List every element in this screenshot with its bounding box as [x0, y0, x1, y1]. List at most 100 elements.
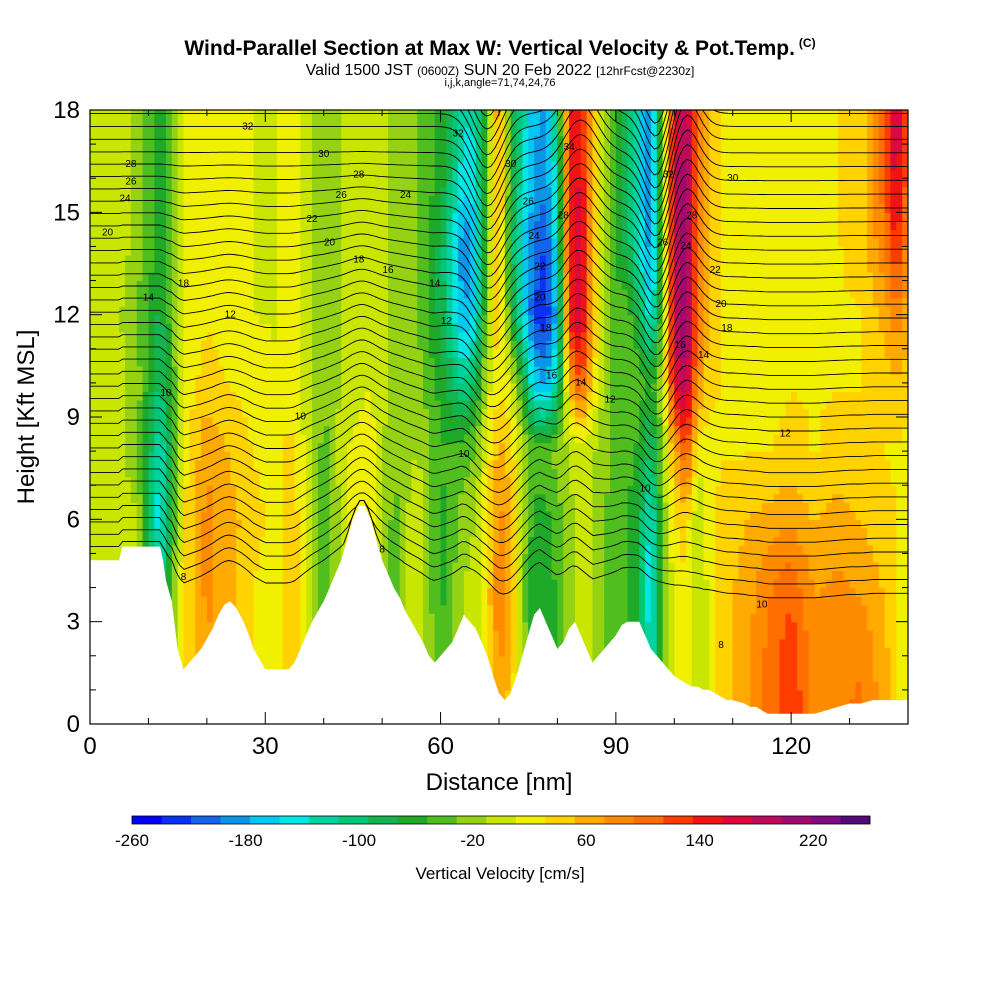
velocity-cell [539, 485, 547, 495]
velocity-cell [709, 630, 716, 640]
velocity-cell [165, 417, 173, 427]
velocity-cell [738, 527, 745, 537]
velocity-cell [113, 510, 120, 520]
velocity-cell [592, 621, 599, 631]
velocity-cell [709, 442, 716, 452]
velocity-cell [294, 536, 301, 546]
velocity-cell [306, 510, 313, 520]
velocity-cell [849, 459, 857, 469]
velocity-cell [335, 442, 342, 452]
velocity-cell [779, 587, 786, 597]
velocity-cell [884, 553, 892, 563]
velocity-cell [604, 417, 611, 427]
velocity-cell [662, 621, 670, 631]
velocity-cell [387, 434, 395, 444]
velocity-cell [142, 459, 150, 469]
velocity-cell [534, 553, 541, 563]
velocity-cell [837, 570, 845, 580]
velocity-cell [604, 561, 611, 572]
velocity-cell [247, 425, 255, 435]
velocity-cell [177, 638, 185, 648]
velocity-cell [516, 544, 523, 555]
velocity-cell [615, 553, 623, 563]
velocity-cell [294, 587, 301, 597]
velocity-cell [861, 604, 868, 614]
velocity-cell [557, 519, 564, 529]
velocity-cell [545, 425, 553, 435]
velocity-cell [545, 417, 553, 427]
velocity-cell [440, 485, 448, 495]
velocity-cell [715, 596, 722, 606]
velocity-cell [358, 493, 366, 503]
velocity-cell [481, 442, 488, 452]
velocity-cell [154, 485, 161, 495]
velocity-cell [183, 468, 190, 478]
velocity-cell [458, 510, 465, 520]
subtitle-date: SUN 20 Feb 2022 [463, 62, 592, 79]
velocity-cell [119, 425, 126, 435]
velocity-cell [458, 553, 465, 563]
velocity-cell [890, 596, 897, 606]
velocity-cell [165, 579, 173, 589]
velocity-cell [463, 510, 471, 520]
velocity-cell [288, 417, 296, 427]
velocity-cell [317, 485, 325, 495]
velocity-cell [323, 570, 331, 580]
velocity-cell [744, 561, 751, 572]
velocity-cell [837, 519, 845, 529]
velocity-cell [224, 579, 231, 589]
velocity-cell [428, 647, 436, 657]
velocity-cell [878, 459, 886, 469]
velocity-cell [306, 527, 313, 537]
velocity-cell [656, 442, 664, 452]
velocity-cell [504, 510, 512, 520]
velocity-cell [142, 536, 150, 546]
velocity-cell [697, 485, 705, 495]
velocity-cell [884, 459, 892, 469]
velocity-cell [791, 434, 798, 444]
velocity-cell [393, 561, 401, 572]
velocity-cell [814, 502, 821, 512]
velocity-cell [323, 417, 331, 427]
velocity-cell [668, 561, 675, 572]
velocity-cell [574, 570, 582, 580]
velocity-cell [721, 587, 728, 597]
velocity-cell [288, 655, 296, 665]
velocity-cell [294, 638, 301, 648]
velocity-cell [668, 485, 675, 495]
velocity-cell [750, 510, 757, 520]
velocity-cell [709, 647, 716, 657]
velocity-cell [463, 459, 471, 469]
velocity-cell [750, 536, 757, 546]
velocity-cell [218, 493, 225, 503]
velocity-cell [691, 604, 699, 614]
velocity-cell [598, 459, 605, 469]
velocity-cell [475, 485, 483, 495]
velocity-cell [265, 630, 272, 640]
velocity-cell [428, 536, 436, 546]
velocity-cell [271, 502, 278, 512]
velocity-cell [107, 434, 114, 444]
velocity-cell [861, 681, 868, 691]
velocity-cell [890, 425, 897, 435]
velocity-cell [767, 672, 775, 682]
velocity-cell [312, 579, 319, 589]
velocity-cell [645, 468, 652, 478]
velocity-cell [563, 417, 570, 427]
velocity-cell [837, 579, 845, 589]
velocity-cell [323, 519, 331, 529]
velocity-cell [861, 459, 868, 469]
velocity-cell [423, 536, 430, 546]
velocity-cell [662, 485, 670, 495]
velocity-cell [820, 527, 827, 537]
velocity-cell [796, 638, 804, 648]
velocity-cell [732, 655, 740, 665]
velocity-cell [802, 561, 810, 572]
velocity-cell [598, 527, 605, 537]
velocity-cell [650, 553, 658, 563]
velocity-cell [826, 527, 833, 537]
velocity-cell [639, 425, 646, 435]
velocity-cell [499, 579, 506, 589]
velocity-cell [113, 425, 120, 435]
velocity-cell [721, 510, 728, 520]
